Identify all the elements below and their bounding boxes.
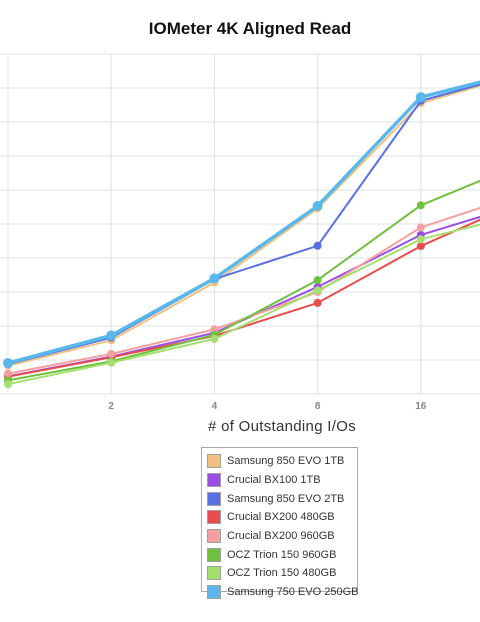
- legend-swatch: [207, 510, 221, 525]
- data-point: [107, 349, 116, 358]
- series-line: [7, 179, 480, 382]
- series-line: [7, 218, 480, 378]
- series-line: [7, 223, 480, 386]
- line-chart: 2 4 8 16: [0, 53, 480, 410]
- series-7: [3, 80, 480, 369]
- x-tick-label: 8: [315, 401, 321, 410]
- legend-swatch: [207, 473, 221, 488]
- data-point: [107, 358, 116, 367]
- data-point: [210, 334, 219, 343]
- series-0: [4, 84, 480, 370]
- legend-label: Crucial BX200 480GB: [227, 511, 335, 524]
- x-tick-label: 2: [108, 401, 114, 410]
- legend-label: Samsung 850 EVO 2TB: [227, 492, 345, 505]
- chart-title: IOMeter 4K Aligned Read: [148, 19, 352, 38]
- series-1: [4, 215, 480, 381]
- data-point: [3, 358, 13, 369]
- data-point: [106, 330, 117, 341]
- series-lines: [3, 80, 480, 389]
- legend-label: Samsung 750 EVO 250GB: [227, 586, 359, 599]
- data-point: [415, 92, 426, 103]
- data-point: [312, 200, 323, 211]
- grid-lines: [0, 53, 480, 395]
- legend-swatch: [207, 547, 221, 562]
- legend-item: Samsung 850 EVO 2TB: [202, 489, 357, 508]
- legend-swatch: [207, 529, 221, 544]
- legend-swatch: [207, 454, 221, 469]
- data-point: [313, 241, 322, 250]
- legend-item: Crucial BX200 960GB: [202, 527, 357, 546]
- series-4: [4, 206, 480, 378]
- x-tick-label: 4: [212, 401, 218, 410]
- data-point: [416, 223, 425, 232]
- data-point: [416, 242, 425, 251]
- series-6: [4, 223, 480, 389]
- legend-item: Crucial BX100 1TB: [202, 471, 357, 490]
- data-point: [4, 380, 12, 389]
- legend-item: OCZ Trion 150 960GB: [202, 545, 357, 564]
- data-point: [4, 369, 12, 378]
- legend-swatch: [207, 585, 221, 600]
- data-point: [313, 276, 322, 285]
- data-point: [209, 273, 220, 284]
- series-2: [4, 83, 480, 369]
- series-line: [7, 215, 480, 378]
- data-point: [313, 298, 322, 307]
- legend-swatch: [207, 491, 221, 506]
- legend-label: Samsung 850 EVO 1TB: [227, 455, 345, 468]
- legend-item: Samsung 750 EVO 250GB: [202, 583, 359, 602]
- series-5: [4, 179, 480, 385]
- legend-item: OCZ Trion 150 480GB: [202, 564, 357, 583]
- series-line: [7, 84, 480, 367]
- series-line: [7, 80, 480, 365]
- legend-item: Samsung 850 EVO 1TB: [202, 452, 357, 471]
- legend: Samsung 850 EVO 1TB Crucial BX100 1TB Sams…: [201, 447, 358, 600]
- x-tick-labels: 2 4 8 16: [108, 401, 426, 410]
- legend-label: Crucial BX200 960GB: [227, 530, 335, 543]
- legend-item: Crucial BX200 480GB: [202, 508, 357, 527]
- data-point: [416, 201, 425, 210]
- legend-label: OCZ Trion 150 960GB: [227, 548, 337, 561]
- series-line: [7, 83, 480, 366]
- x-tick-label: 16: [415, 401, 427, 410]
- legend-swatch: [207, 566, 221, 581]
- legend-label: OCZ Trion 150 480GB: [227, 567, 337, 580]
- series-line: [7, 206, 480, 375]
- legend-label: Crucial BX100 1TB: [227, 474, 321, 487]
- data-point: [416, 235, 425, 244]
- data-point: [313, 286, 322, 295]
- x-axis-label: # of Outstanding I/Os: [207, 418, 357, 435]
